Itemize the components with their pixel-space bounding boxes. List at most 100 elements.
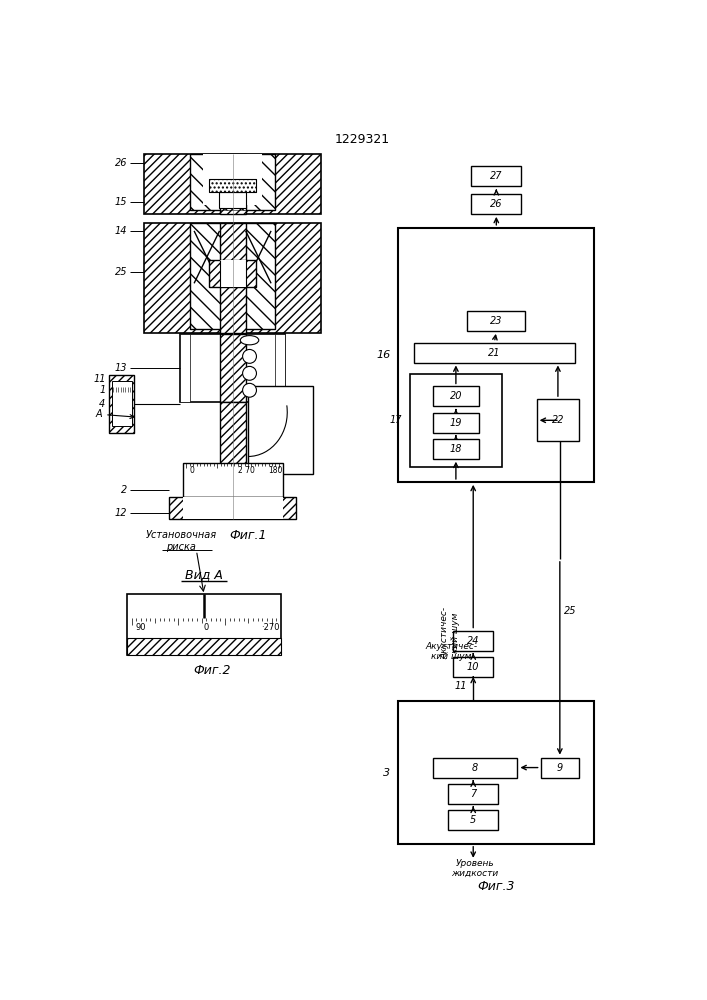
Text: 0: 0	[189, 466, 194, 475]
Bar	[219, 334, 246, 402]
Bar	[219, 402, 246, 466]
Bar	[448, 810, 498, 830]
Text: Акустичес-
кий шум: Акустичес- кий шум	[440, 607, 460, 659]
Bar	[219, 154, 246, 214]
Text: 4: 4	[99, 399, 105, 409]
Text: 3: 3	[383, 768, 390, 778]
Text: 26: 26	[490, 199, 503, 209]
Text: 10: 10	[467, 662, 479, 672]
Text: 23: 23	[490, 316, 503, 326]
Text: 21: 21	[488, 348, 501, 358]
Text: 8: 8	[472, 763, 478, 773]
Text: 5: 5	[470, 815, 477, 825]
Bar	[204, 154, 262, 205]
Bar	[453, 631, 493, 651]
Bar	[219, 223, 246, 333]
Text: 16: 16	[376, 350, 390, 360]
Text: 15: 15	[115, 197, 127, 207]
Bar	[414, 343, 575, 363]
Text: 13: 13	[115, 363, 127, 373]
Bar	[190, 154, 275, 210]
Text: Фиг.1: Фиг.1	[229, 529, 267, 542]
Circle shape	[243, 383, 257, 397]
Text: 2 70: 2 70	[238, 466, 255, 475]
Text: 27: 27	[490, 171, 503, 181]
Bar	[448, 784, 498, 804]
Bar	[144, 223, 321, 333]
Bar	[398, 228, 595, 482]
Text: 22: 22	[551, 415, 564, 425]
Bar	[190, 154, 275, 210]
Text: 26: 26	[115, 158, 127, 168]
Text: Установочная
риска: Установочная риска	[146, 530, 216, 552]
Bar	[169, 497, 296, 519]
Bar	[398, 701, 595, 844]
Text: 90: 90	[136, 623, 146, 632]
Bar	[409, 374, 502, 466]
Text: 24: 24	[467, 636, 479, 646]
Bar	[219, 154, 246, 214]
Text: 18: 18	[450, 444, 462, 454]
Bar	[180, 334, 190, 402]
Circle shape	[243, 366, 257, 380]
Bar	[219, 260, 246, 287]
Bar	[275, 334, 285, 402]
Bar	[180, 334, 190, 402]
Text: 7: 7	[470, 789, 477, 799]
Text: 14: 14	[115, 226, 127, 236]
Text: 20: 20	[450, 391, 462, 401]
Text: 25: 25	[563, 606, 576, 616]
Text: 19: 19	[450, 418, 462, 428]
Bar	[219, 223, 246, 333]
Text: 11: 11	[455, 681, 467, 691]
Bar	[541, 758, 579, 778]
Bar	[467, 311, 525, 331]
Text: 1: 1	[99, 385, 105, 395]
Ellipse shape	[240, 336, 259, 345]
Text: 11: 11	[93, 374, 105, 384]
Bar	[180, 334, 285, 402]
Bar	[433, 386, 479, 406]
Text: Фиг.2: Фиг.2	[193, 664, 230, 677]
Text: 17: 17	[390, 415, 402, 425]
Bar	[453, 657, 493, 677]
Bar	[218, 192, 247, 208]
Text: 0: 0	[203, 623, 209, 632]
Text: Акустичес-
кий шум: Акустичес- кий шум	[426, 642, 478, 661]
Text: 25: 25	[115, 267, 127, 277]
Bar	[219, 402, 246, 466]
Bar	[144, 154, 321, 214]
Bar	[209, 260, 256, 287]
Text: Вид А: Вид А	[185, 569, 223, 582]
Bar	[110, 375, 134, 433]
Text: 12: 12	[115, 508, 127, 518]
Bar	[190, 223, 275, 329]
Bar	[537, 399, 579, 441]
Bar	[209, 179, 256, 192]
Bar	[433, 758, 518, 778]
Bar	[472, 194, 521, 214]
Bar	[112, 381, 132, 426]
Circle shape	[243, 349, 257, 363]
Bar	[127, 638, 281, 655]
Bar	[190, 223, 275, 329]
Bar	[472, 166, 521, 186]
Text: Фиг.3: Фиг.3	[477, 880, 515, 893]
Text: Уровень
жидкости: Уровень жидкости	[451, 859, 498, 878]
Bar	[219, 334, 246, 402]
Text: ·270: ·270	[261, 623, 279, 632]
Bar	[209, 179, 256, 192]
Text: А: А	[95, 409, 134, 419]
Bar	[127, 594, 281, 655]
Bar	[248, 386, 313, 474]
Text: 9: 9	[556, 763, 563, 773]
Bar	[433, 413, 479, 433]
Text: 2: 2	[121, 485, 127, 495]
Bar	[182, 497, 283, 519]
Bar	[209, 260, 256, 287]
Bar	[169, 497, 296, 519]
Text: 180: 180	[268, 466, 282, 475]
Bar	[110, 375, 134, 433]
Bar	[182, 463, 283, 497]
Bar	[433, 439, 479, 459]
